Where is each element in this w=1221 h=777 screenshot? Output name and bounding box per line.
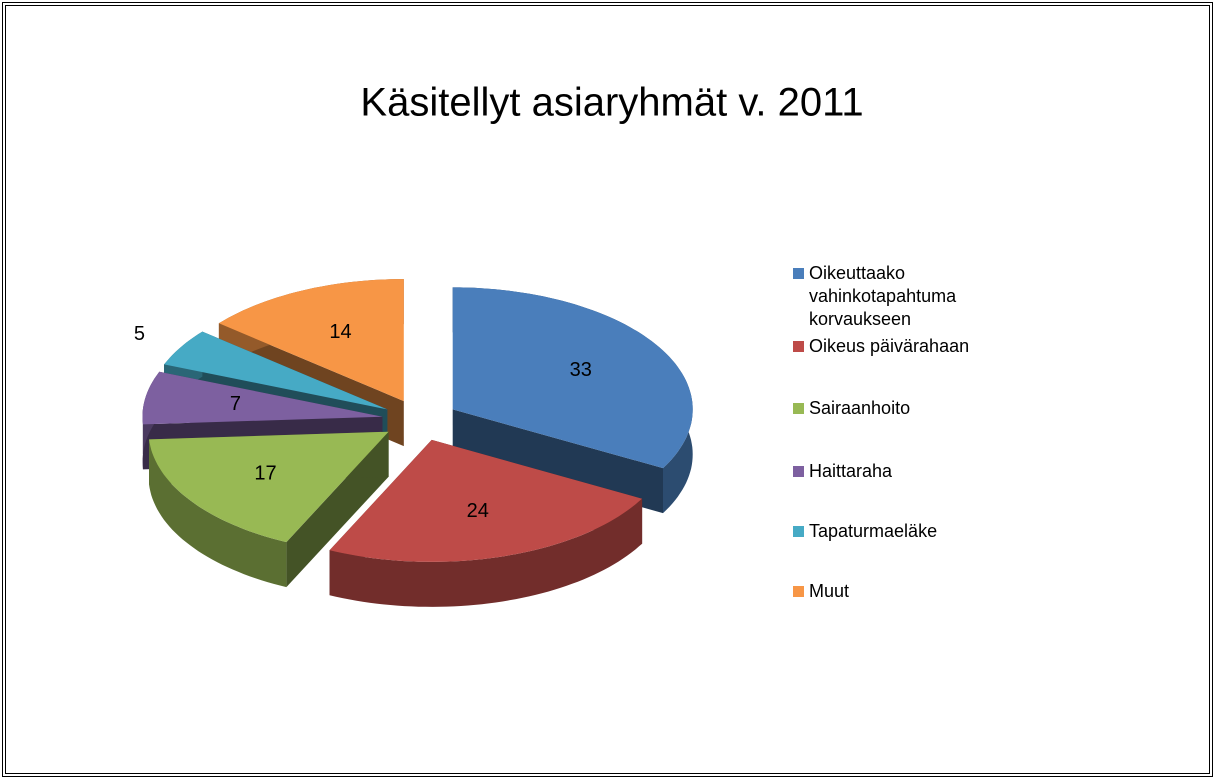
data-label: 33 (570, 359, 592, 381)
slice (142, 371, 383, 425)
slice-wall (452, 409, 663, 514)
data-label: 7 (230, 393, 241, 415)
slice (149, 431, 389, 588)
legend-swatch (793, 341, 804, 352)
legend-item: Tapaturmaeläke (793, 520, 937, 543)
legend-label: Tapaturmaeläke (809, 521, 938, 541)
legend-label: Oikeuttaako vahinkotapahtuma korvaukseen (809, 263, 957, 329)
slice (149, 431, 389, 543)
slice-side (149, 439, 287, 588)
data-label: 24 (467, 500, 489, 522)
slice (452, 287, 693, 514)
legend-label: Sairaanhoito (809, 398, 911, 418)
legend-item: Oikeus päivärahaan (793, 335, 969, 358)
data-label: 5 (134, 323, 145, 345)
legend-label: Haittaraha (809, 461, 893, 481)
slice (329, 439, 643, 562)
slice (164, 331, 388, 410)
slice (452, 287, 693, 469)
slice (218, 279, 404, 402)
data-label: 14 (329, 321, 351, 343)
legend-swatch (793, 586, 804, 597)
legend-label: Oikeus päivärahaan (809, 336, 970, 356)
data-label: 17 (254, 463, 276, 485)
slice (329, 439, 643, 607)
chart-title: Käsitellyt asiaryhmät v. 2011 (360, 81, 863, 125)
slice-side (329, 498, 643, 607)
legend-swatch (793, 466, 804, 477)
legend-swatch (793, 268, 804, 279)
legend-item: Haittaraha (793, 460, 892, 483)
legend-swatch (793, 403, 804, 414)
legend-item: Sairaanhoito (793, 397, 910, 420)
legend-swatch (793, 526, 804, 537)
legend-item: Oikeuttaako vahinkotapahtuma korvaukseen (793, 262, 1033, 331)
legend-item: Muut (793, 580, 849, 603)
legend-label: Muut (809, 581, 850, 601)
